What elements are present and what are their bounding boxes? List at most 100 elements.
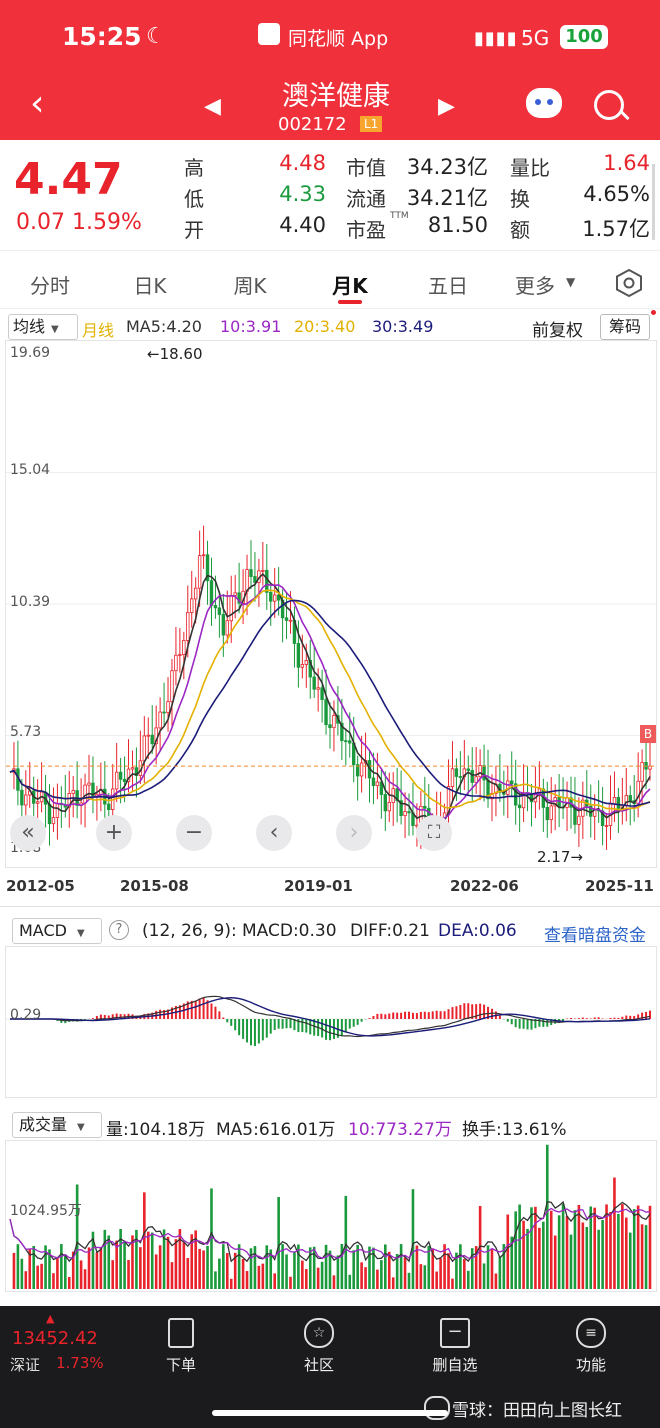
volume-bar — [534, 1206, 537, 1289]
indicator-select[interactable]: 均线 ▼ — [8, 314, 78, 340]
volume-bar — [225, 1253, 229, 1289]
volume-bar — [593, 1207, 596, 1289]
search-icon[interactable] — [594, 90, 624, 120]
candle-body — [344, 740, 348, 743]
settings-hexagon-icon[interactable] — [614, 268, 644, 298]
volume-bar — [158, 1245, 162, 1289]
tab-more[interactable]: 更多 — [515, 274, 555, 298]
volume-bar — [281, 1244, 284, 1289]
candle-body — [249, 569, 253, 577]
volume-bar — [427, 1245, 431, 1289]
high-label: 高 — [184, 156, 204, 180]
index-value[interactable]: 13452.42 — [12, 1328, 98, 1349]
candle-body — [545, 807, 549, 821]
candle-body — [604, 825, 609, 827]
candle-body — [126, 768, 131, 783]
y-tick-1: 19.69 — [10, 345, 51, 361]
amount-value: 1.57亿 — [582, 217, 650, 241]
dropdown-icon: ▼ — [51, 324, 59, 335]
price-change: 0.07 — [16, 210, 65, 235]
scroll-right-icon[interactable]: › — [336, 815, 372, 851]
robot-assistant-icon[interactable] — [526, 88, 562, 118]
order-button[interactable]: 下单 — [136, 1318, 226, 1375]
chips-button[interactable]: 筹码 — [600, 314, 650, 340]
candle-body — [628, 795, 632, 802]
divider — [0, 250, 660, 251]
next-stock-icon[interactable]: ▶ — [438, 94, 455, 119]
volume-ma10: 10:773.27万 — [348, 1120, 452, 1140]
candle-body — [83, 784, 87, 804]
volume-bar — [273, 1273, 276, 1289]
tab-five-day[interactable]: 五日 — [428, 274, 468, 298]
volume-bar — [585, 1226, 589, 1289]
volume-bar — [32, 1245, 36, 1289]
candle-body — [221, 614, 226, 636]
volume-bar — [463, 1259, 466, 1289]
volume-bar — [411, 1189, 415, 1289]
back-icon[interactable]: ‹ — [30, 83, 45, 124]
volume-bar — [384, 1244, 387, 1289]
volume-bar — [628, 1232, 632, 1289]
help-icon[interactable]: ? — [109, 920, 129, 940]
candle-body — [387, 802, 391, 812]
volume-bar — [360, 1262, 363, 1289]
volume-bar — [127, 1259, 130, 1289]
volume-bar — [64, 1254, 67, 1289]
turnover-value: 4.65% — [583, 182, 650, 206]
volume-bar — [538, 1227, 541, 1289]
tab-monthly-k[interactable]: 月K — [332, 274, 368, 298]
volume-bar — [553, 1235, 557, 1289]
volume-bar — [605, 1204, 608, 1289]
candle-body — [134, 767, 139, 776]
zoom-in-icon[interactable]: + — [96, 815, 132, 851]
volume-turnover: 换手:13.61% — [462, 1120, 567, 1140]
volume-bar — [530, 1207, 533, 1289]
functions-button[interactable]: ≡ 功能 — [546, 1318, 636, 1375]
volume-bar — [206, 1245, 209, 1289]
volume-bar — [478, 1205, 482, 1289]
volume-bar — [198, 1248, 201, 1289]
tab-weekly-k[interactable]: 周K — [233, 274, 267, 298]
dark-pool-link[interactable]: 查看暗盘资金 — [544, 926, 646, 946]
status-app-name: 同花顺 App — [288, 28, 389, 50]
volume-bar — [514, 1211, 517, 1289]
y-tick-4: 5.73 — [10, 724, 42, 740]
community-icon: ☆ — [304, 1318, 334, 1348]
macd-select[interactable]: MACD ▼ — [12, 918, 102, 944]
candle-body — [403, 811, 407, 816]
candle-body — [470, 770, 474, 783]
adjust-mode[interactable]: 前复权 — [532, 321, 583, 341]
rewind-icon[interactable]: « — [10, 815, 46, 851]
price-change-pct: 1.59% — [72, 210, 142, 235]
divider — [0, 906, 660, 907]
candle-body — [190, 598, 194, 613]
dropdown-icon: ▼ — [76, 928, 85, 939]
prev-stock-icon[interactable]: ◀ — [204, 94, 221, 119]
pe-value: 81.50 — [427, 213, 488, 237]
candle-body — [162, 711, 166, 714]
community-button[interactable]: ☆ 社区 — [274, 1318, 364, 1375]
tab-daily-k[interactable]: 日K — [133, 274, 167, 298]
scroll-left-icon[interactable]: ‹ — [256, 815, 292, 851]
volume-bar — [617, 1213, 620, 1289]
candle-body — [186, 612, 190, 641]
zoom-out-icon[interactable]: − — [176, 815, 212, 851]
fullscreen-icon[interactable]: ⛶ — [416, 815, 452, 851]
candle-body — [284, 617, 289, 621]
kline-chart[interactable] — [5, 340, 657, 868]
volume-bar — [561, 1204, 565, 1289]
candle-body — [209, 580, 214, 606]
volume-bar — [166, 1236, 170, 1289]
tab-intraday[interactable]: 分时 — [30, 274, 70, 298]
volume-bar — [16, 1244, 20, 1289]
volume-bar — [285, 1254, 288, 1289]
divider — [0, 308, 660, 309]
volume-bar — [214, 1271, 217, 1289]
mcap-value: 34.23亿 — [406, 155, 488, 179]
remove-watchlist-button[interactable]: − 删自选 — [410, 1318, 500, 1375]
candle-body — [130, 767, 135, 770]
volume-bar — [522, 1220, 525, 1289]
volume-select[interactable]: 成交量 ▼ — [12, 1112, 102, 1138]
volume-bar — [146, 1231, 150, 1289]
candle-body — [423, 805, 427, 809]
